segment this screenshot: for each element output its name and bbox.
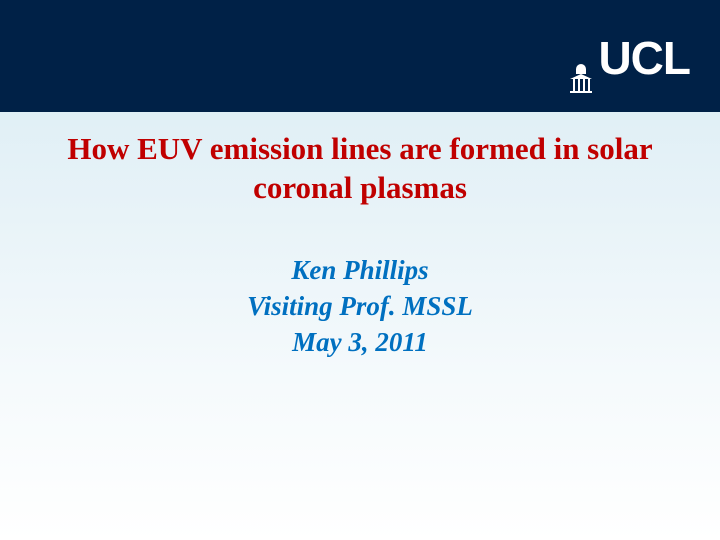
slide-title: How EUV emission lines are formed in sol… bbox=[0, 130, 720, 208]
slide-content: How EUV emission lines are formed in sol… bbox=[0, 112, 720, 361]
affiliation-line: Visiting Prof. MSSL bbox=[0, 288, 720, 324]
author-line: Ken Phillips bbox=[0, 252, 720, 288]
subtitle-block: Ken Phillips Visiting Prof. MSSL May 3, … bbox=[0, 252, 720, 361]
ucl-logo-text: UCL bbox=[598, 35, 690, 81]
header-band: UCL bbox=[0, 0, 720, 112]
date-line: May 3, 2011 bbox=[0, 324, 720, 360]
ucl-logo: UCL bbox=[570, 35, 690, 97]
portico-icon bbox=[570, 63, 592, 93]
